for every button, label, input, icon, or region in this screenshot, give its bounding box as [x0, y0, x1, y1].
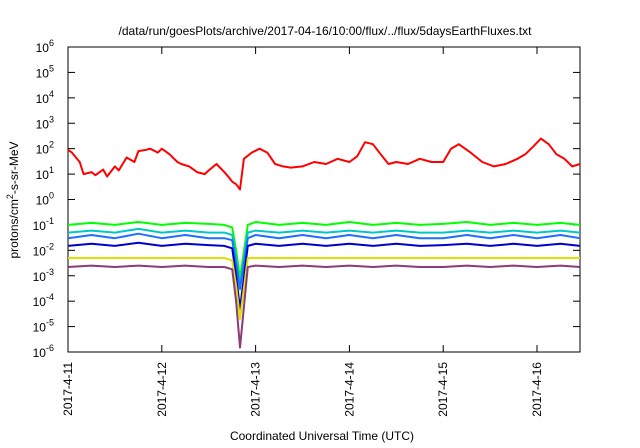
x-tick-label: 2017-4-13 [249, 362, 263, 417]
y-axis-title: protons/cm2-s-sr-MeV [5, 141, 21, 258]
y-tick-label: 10-6 [33, 343, 54, 360]
plot-frame [67, 46, 581, 353]
y-tick-label: 102 [36, 140, 54, 157]
y-tick-label: 10-5 [33, 318, 54, 335]
y-tick-label: 105 [36, 63, 54, 80]
y-tick-label: 101 [36, 165, 54, 182]
x-axis: 2017-4-11 2017-4-12 2017-4-13 2017-4-14 2017… [61, 47, 544, 417]
y-tick-label: 10-3 [33, 267, 54, 284]
series-line-1 [67, 137, 581, 191]
x-tick-label: 2017-4-15 [436, 362, 450, 417]
y-tick-label: 10-2 [33, 241, 54, 258]
y-tick-label: 106 [36, 38, 54, 55]
series-line-4 [67, 232, 581, 290]
series-line-7 [67, 264, 581, 349]
y-tick-label: 103 [36, 114, 54, 131]
x-tick-label: 2017-4-11 [61, 362, 75, 416]
y-tick-label: 100 [36, 191, 54, 208]
plot-border [67, 46, 581, 353]
x-tick-label: 2017-4-12 [155, 362, 169, 417]
y-tick-label: 10-4 [33, 292, 54, 309]
x-tick-label: 2017-4-14 [342, 362, 356, 417]
y-tick-label: 10-1 [33, 216, 54, 233]
y-tick-label: 104 [36, 89, 54, 106]
chart-title: /data/run/goesPlots/archive/2017-04-16/1… [119, 24, 533, 38]
series-line-3 [67, 227, 581, 287]
y-axis: 10-6 10-5 10-4 10-3 10-2 10-1 100 101 102 103 104 1… [33, 38, 580, 360]
series-layer [67, 137, 581, 349]
series-line-5 [67, 241, 581, 310]
series-line-6 [68, 257, 580, 320]
x-tick-label: 2017-4-16 [530, 362, 544, 417]
x-axis-title: Coordinated Universal Time (UTC) [230, 429, 414, 443]
series-line-2 [67, 221, 581, 280]
